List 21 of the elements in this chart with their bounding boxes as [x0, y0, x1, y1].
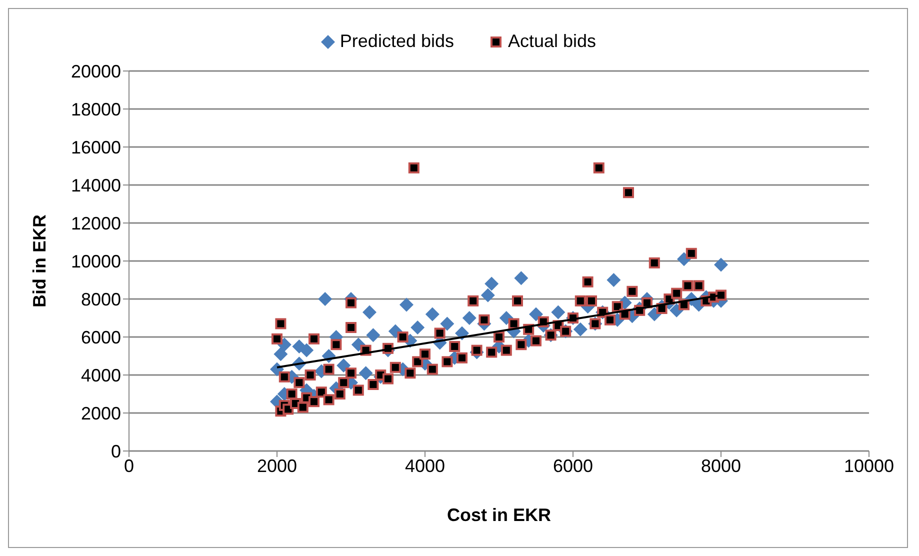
legend-label: Predicted bids — [338, 30, 454, 52]
x-tick-label: 0 — [124, 456, 134, 476]
y-tick-label: 20000 — [70, 61, 121, 82]
x-tick-label: 2000 — [256, 456, 298, 476]
y-tick-label: 8000 — [80, 289, 121, 310]
y-tick-label: 2000 — [80, 403, 121, 424]
y-tick-label: 0 — [110, 441, 121, 462]
legend-label: Actual bids — [507, 30, 596, 52]
y-tick-label: 14000 — [70, 175, 121, 196]
x-axis-title: Cost in EKR — [446, 505, 552, 525]
x-tick-label: 10000 — [844, 456, 894, 476]
x-tick-label: 6000 — [552, 456, 594, 476]
y-tick-label: 6000 — [80, 327, 121, 348]
y-tick-label: 18000 — [70, 99, 121, 120]
y-tick-label: 4000 — [80, 365, 121, 386]
y-tick-label: 16000 — [70, 137, 121, 158]
x-tick-label: 4000 — [404, 456, 446, 476]
y-tick-label: 12000 — [70, 213, 121, 234]
y-axis-title: Bid in EKR — [29, 214, 50, 308]
y-tick-label: 10000 — [70, 251, 121, 272]
x-tick-label: 8000 — [700, 456, 742, 476]
